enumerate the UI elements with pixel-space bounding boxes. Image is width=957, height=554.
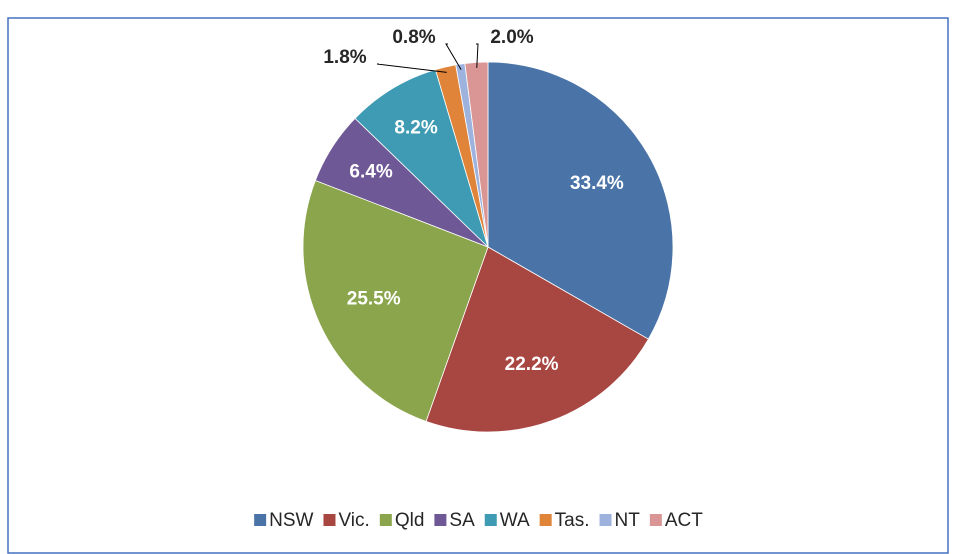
top-strip bbox=[0, 0, 957, 17]
data-label: 8.2% bbox=[394, 117, 437, 138]
pie-slice bbox=[487, 61, 674, 340]
legend: NSW Vic. Qld SA WA Tas. NT ACT bbox=[254, 510, 703, 531]
legend-label: SA bbox=[449, 510, 475, 531]
leader-line bbox=[376, 63, 447, 73]
legend-label: NSW bbox=[269, 510, 313, 531]
legend-swatch bbox=[539, 514, 552, 526]
legend-swatch bbox=[323, 514, 336, 526]
legend-swatch bbox=[254, 514, 267, 526]
pie-slice bbox=[302, 179, 489, 422]
data-label: 1.8% bbox=[323, 47, 366, 68]
data-label: 25.5% bbox=[347, 289, 401, 310]
legend-swatch bbox=[379, 514, 392, 526]
data-label: 0.8% bbox=[392, 27, 435, 48]
data-label: 2.0% bbox=[490, 27, 533, 48]
pie-slice bbox=[464, 61, 489, 248]
legend-label: Tas. bbox=[555, 510, 590, 531]
legend-swatch bbox=[599, 514, 612, 526]
data-label: 22.2% bbox=[505, 354, 559, 375]
pie-slice bbox=[425, 246, 649, 433]
pie-slice bbox=[354, 69, 489, 249]
leader-line bbox=[476, 43, 479, 68]
data-label: 33.4% bbox=[570, 173, 624, 194]
legend-swatch bbox=[484, 514, 497, 526]
legend-label: Qld bbox=[395, 510, 425, 531]
legend-label: NT bbox=[615, 510, 641, 531]
data-label: 6.4% bbox=[349, 161, 392, 182]
legend-swatch bbox=[434, 514, 447, 526]
leader-line bbox=[445, 43, 462, 70]
legend-label: ACT bbox=[665, 510, 703, 531]
legend-label: WA bbox=[500, 510, 530, 531]
legend-swatch bbox=[649, 514, 662, 526]
legend-label: Vic. bbox=[338, 510, 369, 531]
